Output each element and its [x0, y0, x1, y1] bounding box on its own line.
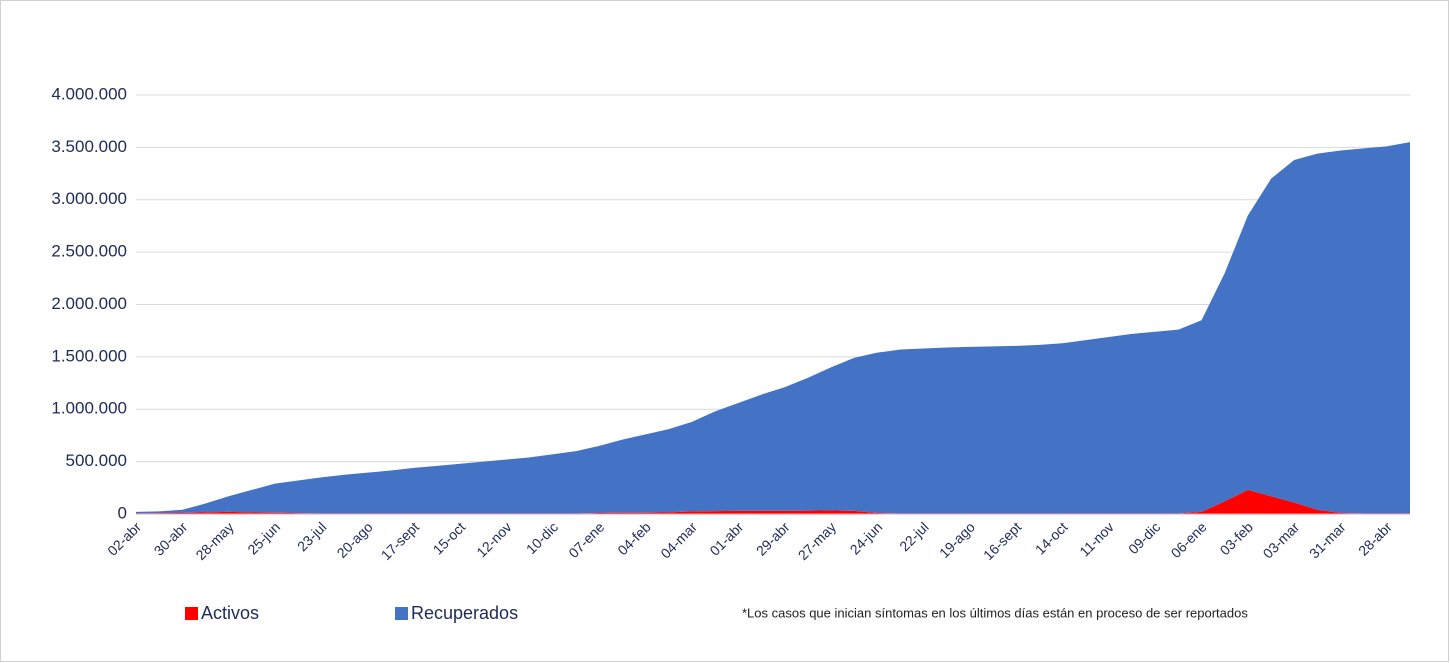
y-tick-label: 3.000.000 [51, 189, 127, 208]
legend-label: Activos [201, 603, 259, 623]
y-tick-label: 2.000.000 [51, 294, 127, 313]
y-tick-label: 1.000.000 [51, 399, 127, 418]
legend-swatch [185, 607, 198, 620]
y-tick-label: 4.000.000 [51, 84, 127, 103]
y-tick-label: 0 [118, 503, 127, 522]
legend-swatch [395, 607, 408, 620]
area [136, 489, 1410, 514]
legend-label: Recuperados [411, 603, 518, 623]
y-tick-label: 500.000 [66, 451, 127, 470]
y-tick-label: 1.500.000 [51, 346, 127, 365]
area [136, 142, 1410, 514]
footnote: *Los casos que inician síntomas en los ú… [742, 605, 1248, 620]
y-tick-label: 3.500.000 [51, 137, 127, 156]
y-tick-label: 2.500.000 [51, 242, 127, 261]
